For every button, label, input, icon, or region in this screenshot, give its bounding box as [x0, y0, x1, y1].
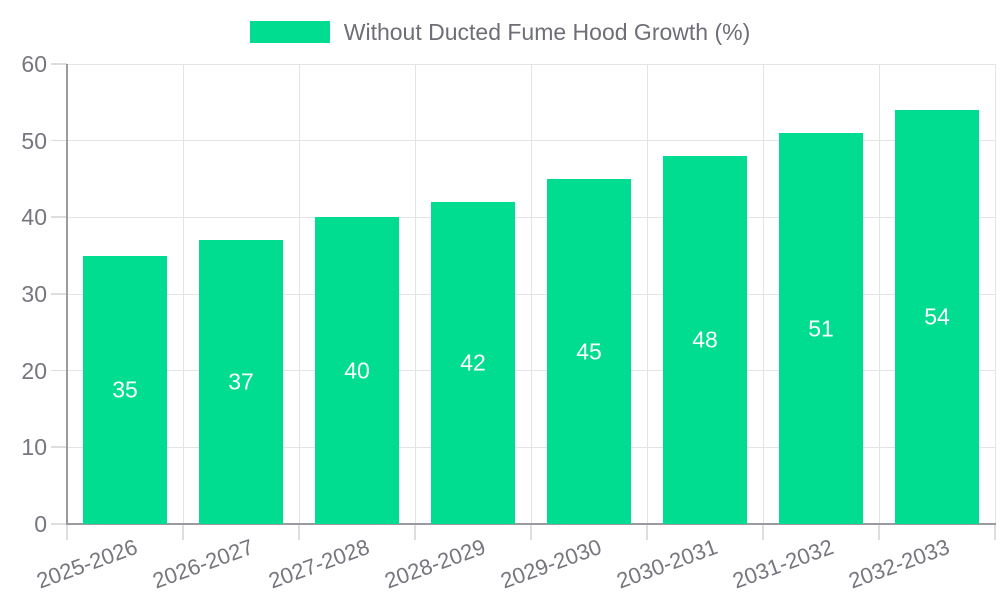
y-axis-tick [51, 139, 67, 142]
bar-value-label: 48 [692, 326, 718, 353]
y-axis-tick [51, 293, 67, 295]
y-axis-label: 10 [21, 434, 47, 461]
bar-value-label: 51 [808, 315, 834, 341]
x-axis-line [66, 523, 996, 525]
v-gridline [646, 64, 648, 524]
bar[interactable]: 37 [199, 240, 283, 524]
x-axis-tick [66, 525, 68, 540]
y-axis-label: 0 [34, 511, 47, 537]
y-axis-label: 60 [21, 51, 47, 77]
v-gridline [994, 64, 996, 524]
bar[interactable]: 35 [83, 255, 167, 524]
v-gridline [530, 64, 532, 524]
legend-label: Without Ducted Fume Hood Growth (%) [343, 19, 751, 45]
x-axis-tick [530, 525, 532, 540]
x-axis-tick [298, 525, 300, 540]
v-gridline [762, 64, 764, 524]
bar-value-label: 35 [112, 376, 138, 403]
x-axis-tick [762, 525, 764, 540]
x-axis-tick [182, 525, 184, 540]
v-gridline [414, 64, 416, 524]
bar-value-label: 45 [576, 338, 602, 364]
v-gridline [878, 64, 880, 524]
bar-value-label: 42 [460, 349, 486, 376]
x-axis-label: 2026-2027 [149, 534, 257, 594]
x-axis-tick [994, 525, 996, 540]
bar[interactable]: 45 [547, 179, 631, 524]
x-axis-label: 2029-2030 [497, 534, 605, 594]
bar[interactable]: 42 [431, 202, 515, 524]
chart-legend[interactable]: Without Ducted Fume Hood Growth (%) [0, 19, 1000, 45]
bar-value-label: 37 [228, 368, 254, 395]
bar[interactable]: 40 [315, 217, 399, 524]
x-axis-tick [878, 525, 880, 540]
y-axis-tick [51, 63, 67, 65]
x-axis-label: 2030-2031 [613, 534, 721, 594]
y-axis-label: 30 [21, 281, 47, 307]
legend-swatch [249, 21, 330, 43]
bar-value-label: 54 [924, 303, 950, 330]
x-axis-tick [414, 525, 416, 540]
y-axis-tick [51, 216, 67, 218]
x-axis-label: 2032-2033 [845, 534, 953, 594]
y-axis-label: 50 [21, 127, 47, 154]
y-axis-label: 20 [21, 357, 47, 384]
bar[interactable]: 51 [779, 133, 863, 524]
x-axis-tick [646, 525, 648, 540]
bar[interactable]: 54 [895, 110, 979, 524]
x-axis-label: 2027-2028 [265, 534, 373, 594]
v-gridline [298, 64, 300, 524]
y-axis-tick [51, 446, 67, 448]
y-axis-tick [51, 523, 67, 525]
y-axis-line [66, 64, 68, 525]
bar[interactable]: 48 [663, 156, 747, 524]
x-axis-label: 2028-2029 [381, 534, 489, 594]
x-axis-label: 2031-2032 [729, 534, 837, 594]
y-axis-tick [51, 369, 67, 372]
x-axis-label: 2025-2026 [33, 534, 141, 594]
bar-value-label: 40 [344, 357, 370, 384]
v-gridline [182, 64, 184, 524]
y-axis-label: 40 [21, 204, 47, 231]
